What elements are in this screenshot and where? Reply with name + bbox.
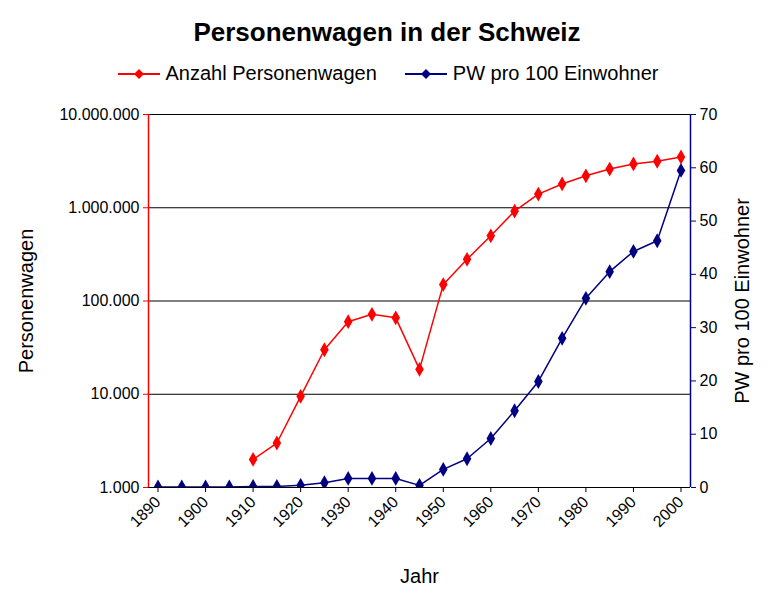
svg-text:40: 40 [700, 265, 718, 282]
svg-text:1.000: 1.000 [99, 479, 139, 496]
svg-text:2000: 2000 [650, 493, 687, 530]
svg-text:1990: 1990 [602, 493, 639, 530]
svg-text:10.000.000: 10.000.000 [59, 106, 139, 123]
svg-text:50: 50 [700, 212, 718, 229]
svg-text:PW pro 100 Einwohner: PW pro 100 Einwohner [731, 198, 753, 404]
svg-text:1980: 1980 [554, 493, 591, 530]
svg-text:1910: 1910 [222, 493, 259, 530]
svg-text:1900: 1900 [174, 493, 211, 530]
svg-text:10: 10 [700, 425, 718, 442]
svg-text:1.000.000: 1.000.000 [68, 199, 139, 216]
svg-text:Personenwagen: Personenwagen [15, 229, 37, 374]
svg-text:1940: 1940 [364, 493, 401, 530]
html-text:Anzahl Personenwagen: Anzahl Personenwagen [165, 62, 377, 84]
svg-text:20: 20 [700, 372, 718, 389]
svg-text:1950: 1950 [412, 493, 449, 530]
html-text:PW pro 100 Einwohner: PW pro 100 Einwohner [452, 62, 659, 84]
svg-text:0: 0 [700, 479, 709, 496]
svg-text:1930: 1930 [317, 493, 354, 530]
svg-text:70: 70 [700, 106, 718, 123]
svg-text:1970: 1970 [507, 493, 544, 530]
svg-text:60: 60 [700, 159, 718, 176]
svg-text:100.000: 100.000 [82, 292, 140, 309]
svg-text:30: 30 [700, 319, 718, 336]
svg-text:1960: 1960 [459, 493, 496, 530]
svg-text:10.000: 10.000 [91, 385, 140, 402]
svg-text:Jahr: Jahr [400, 565, 439, 587]
html-text:Personenwagen in der Schweiz: Personenwagen in der Schweiz [193, 17, 581, 47]
svg-text:1890: 1890 [127, 493, 164, 530]
svg-text:1920: 1920 [269, 493, 306, 530]
